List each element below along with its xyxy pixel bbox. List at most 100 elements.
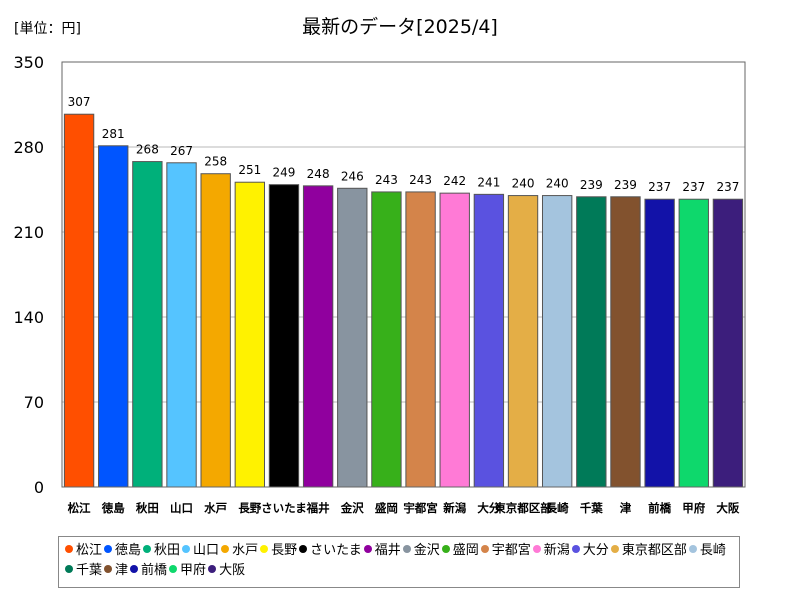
bar <box>712 198 744 488</box>
value-label: 268 <box>136 143 159 157</box>
legend-item: 山口 <box>182 541 219 561</box>
legend-swatch <box>208 565 217 573</box>
legend-item: 福井 <box>363 541 401 561</box>
legend-item: 千葉 <box>65 561 102 581</box>
bar <box>507 195 539 488</box>
x-tick-label: 金沢 <box>340 501 364 515</box>
legend-label: さいたま <box>310 543 362 558</box>
y-tick-label: 210 <box>13 223 44 242</box>
bar <box>576 196 607 488</box>
bar <box>132 161 163 488</box>
value-label: 307 <box>68 95 91 109</box>
legend-item: 長崎 <box>688 541 726 561</box>
y-axis-ticks: 0 70 140 210 280 350 <box>13 53 44 497</box>
value-label: 267 <box>170 144 193 158</box>
bar <box>268 184 300 488</box>
legend-item: 秋田 <box>143 541 180 561</box>
value-label: 239 <box>580 178 603 192</box>
legend-label: 津 <box>115 563 129 578</box>
y-tick-label: 140 <box>13 308 44 327</box>
x-tick-label: 甲府 <box>682 501 705 515</box>
bar <box>405 191 436 488</box>
legend-swatch <box>402 545 411 553</box>
bar <box>644 198 675 488</box>
y-tick-label: 350 <box>13 53 44 72</box>
legend-swatch <box>363 545 372 553</box>
x-tick-label: 津 <box>620 501 632 515</box>
value-label: 239 <box>614 178 637 192</box>
legend-swatch <box>299 545 308 553</box>
legend-item: 水戸 <box>221 541 258 561</box>
bar <box>337 187 368 488</box>
legend-item: 長野 <box>260 541 297 561</box>
legend-label: 松江 <box>76 543 103 558</box>
legend-item: 前橋 <box>130 561 167 581</box>
value-label: 243 <box>375 173 398 187</box>
legend-label: 秋田 <box>154 543 181 558</box>
value-label: 240 <box>512 177 535 191</box>
legend-item: 東京都区部 <box>610 541 687 561</box>
legend-swatch <box>688 545 697 553</box>
x-tick-label: 長野 <box>238 501 261 515</box>
x-tick-label: 福井 <box>306 501 330 515</box>
y-tick-label: 0 <box>34 478 44 497</box>
bar <box>473 193 505 488</box>
legend-label: 大阪 <box>219 563 246 578</box>
x-tick-label: 宇都宮 <box>403 501 438 515</box>
bar <box>439 192 470 488</box>
legend-swatch <box>130 565 139 573</box>
x-tick-label: 徳島 <box>101 501 125 515</box>
value-label: 237 <box>682 180 705 194</box>
legend-label: 大分 <box>582 543 609 558</box>
bars <box>63 113 744 488</box>
legend-item: 新潟 <box>532 541 570 561</box>
legend-label: 山口 <box>193 543 220 558</box>
legend-label: 盛岡 <box>452 543 479 558</box>
value-label: 243 <box>409 173 432 187</box>
legend-swatch <box>65 545 73 553</box>
bar <box>166 162 197 488</box>
value-label: 249 <box>273 166 296 180</box>
value-label: 242 <box>443 174 466 188</box>
legend-label: 長崎 <box>699 543 726 558</box>
value-labels: 307 281 268 267 258 251 249 248 246 243 243 242 241 2… <box>68 95 740 194</box>
legend-label: 千葉 <box>76 563 103 578</box>
x-tick-label: 大阪 <box>716 501 739 515</box>
value-label: 240 <box>546 177 569 191</box>
legend-label: 東京都区部 <box>621 543 687 558</box>
bar <box>371 191 402 488</box>
bar <box>610 196 641 488</box>
legend-swatch <box>104 565 113 573</box>
legend-label: 徳島 <box>115 543 142 558</box>
bar <box>200 173 231 488</box>
x-tick-label: 秋田 <box>136 501 159 515</box>
bar <box>302 185 334 488</box>
legend-label: 長野 <box>271 543 298 558</box>
bar <box>541 195 573 488</box>
legend-swatch <box>182 545 191 553</box>
legend-item: 松江 <box>65 541 102 561</box>
value-label: 248 <box>307 167 330 181</box>
grid-lines <box>62 146 745 403</box>
legend-label: 宇都宮 <box>491 543 531 558</box>
legend-label: 甲府 <box>180 563 207 578</box>
plot-frame <box>61 61 746 488</box>
x-tick-label: 前橋 <box>648 501 671 515</box>
legend-item: 甲府 <box>169 561 206 581</box>
y-tick-label: 70 <box>24 393 44 412</box>
value-label: 281 <box>102 127 125 141</box>
value-label: 258 <box>204 155 227 169</box>
value-label: 251 <box>238 163 261 177</box>
legend-label: 金沢 <box>413 543 440 558</box>
legend-label: 新潟 <box>543 543 570 558</box>
legend-item: さいたま <box>299 541 362 561</box>
legend-swatch <box>441 545 450 553</box>
x-tick-label: 長崎 <box>546 501 569 515</box>
legend-label: 水戸 <box>232 543 259 558</box>
bar <box>98 145 129 488</box>
value-label: 237 <box>716 180 739 194</box>
x-tick-label: 松江 <box>68 501 91 515</box>
legend-item: 宇都宮 <box>480 541 531 561</box>
chart-title: 最新のデータ[2025/4] <box>302 16 498 38</box>
